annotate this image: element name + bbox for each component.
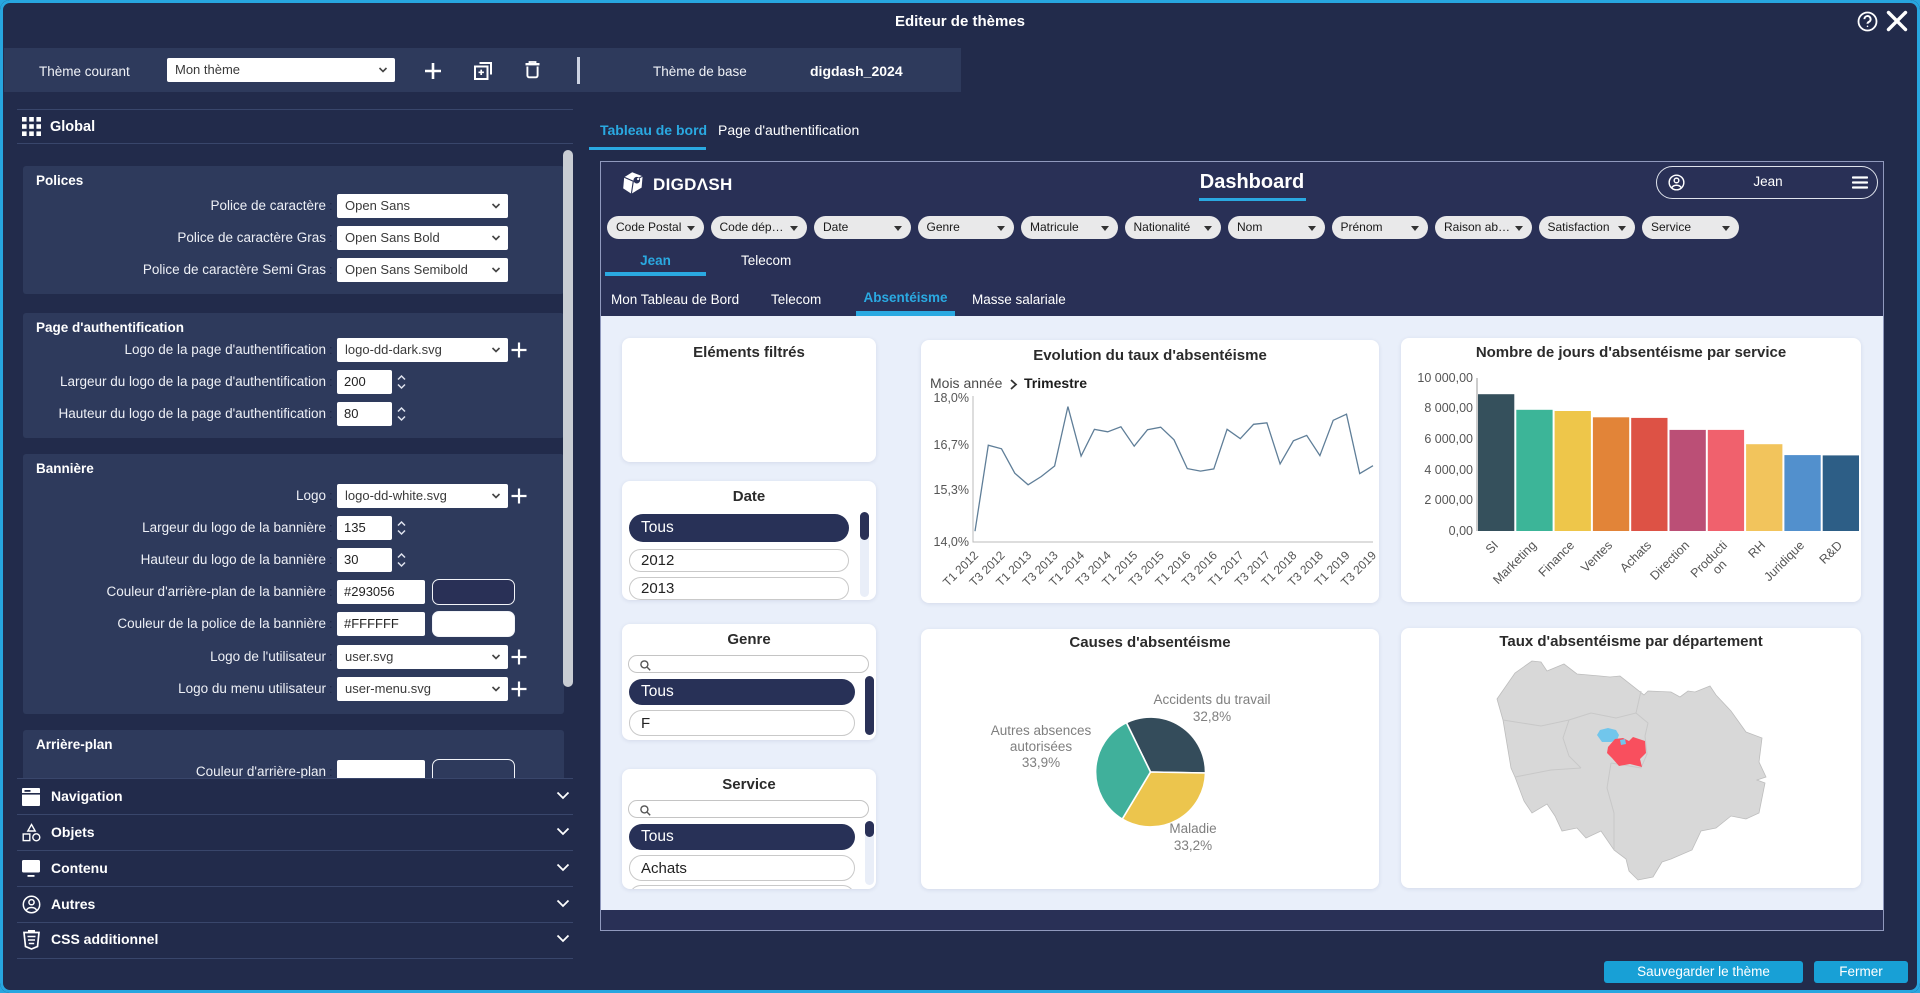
svg-text:Taux d'absentéisme par départe: Taux d'absentéisme par département	[1499, 633, 1762, 650]
svg-text:Maladie: Maladie	[1169, 821, 1216, 836]
svg-text:Ventes: Ventes	[1578, 538, 1615, 575]
svg-text:0,00: 0,00	[1449, 524, 1473, 538]
svg-text:33,9%: 33,9%	[1022, 755, 1060, 770]
svg-text:10 000,00: 10 000,00	[1417, 371, 1473, 385]
svg-text:2 000,00: 2 000,00	[1424, 493, 1473, 507]
svg-text:Juridique: Juridique	[1761, 538, 1807, 584]
svg-text:autorisées: autorisées	[1010, 739, 1073, 754]
svg-text:Nombre de jours d'absentéisme: Nombre de jours d'absentéisme par servic…	[1476, 344, 1786, 361]
svg-text:Direction: Direction	[1647, 538, 1692, 583]
svg-text:Autres absences: Autres absences	[991, 723, 1092, 738]
svg-text:8 000,00: 8 000,00	[1424, 401, 1473, 415]
svg-text:Accidents du travail: Accidents du travail	[1153, 692, 1270, 707]
svg-text:15,3%: 15,3%	[934, 483, 969, 497]
svg-text:4 000,00: 4 000,00	[1424, 463, 1473, 477]
svg-text:32,8%: 32,8%	[1193, 709, 1231, 724]
svg-text:Achats: Achats	[1617, 538, 1654, 575]
svg-text:Causes d'absentéisme: Causes d'absentéisme	[1069, 634, 1230, 651]
svg-text:R&D: R&D	[1817, 538, 1846, 567]
svg-text:33,2%: 33,2%	[1174, 838, 1212, 853]
svg-text:Evolution du taux d'absentéism: Evolution du taux d'absentéisme	[1033, 347, 1267, 364]
svg-text:Finance: Finance	[1536, 538, 1577, 579]
svg-text:Production: Production	[1688, 538, 1740, 590]
svg-text:SI: SI	[1483, 538, 1501, 556]
svg-text:RH: RH	[1745, 538, 1768, 561]
svg-text:Trimestre: Trimestre	[1024, 375, 1087, 391]
svg-text:16,7%: 16,7%	[934, 438, 969, 452]
svg-text:Mois année: Mois année	[930, 375, 1003, 391]
svg-text:6 000,00: 6 000,00	[1424, 432, 1473, 446]
svg-text:14,0%: 14,0%	[934, 535, 969, 549]
svg-text:18,0%: 18,0%	[934, 391, 969, 405]
